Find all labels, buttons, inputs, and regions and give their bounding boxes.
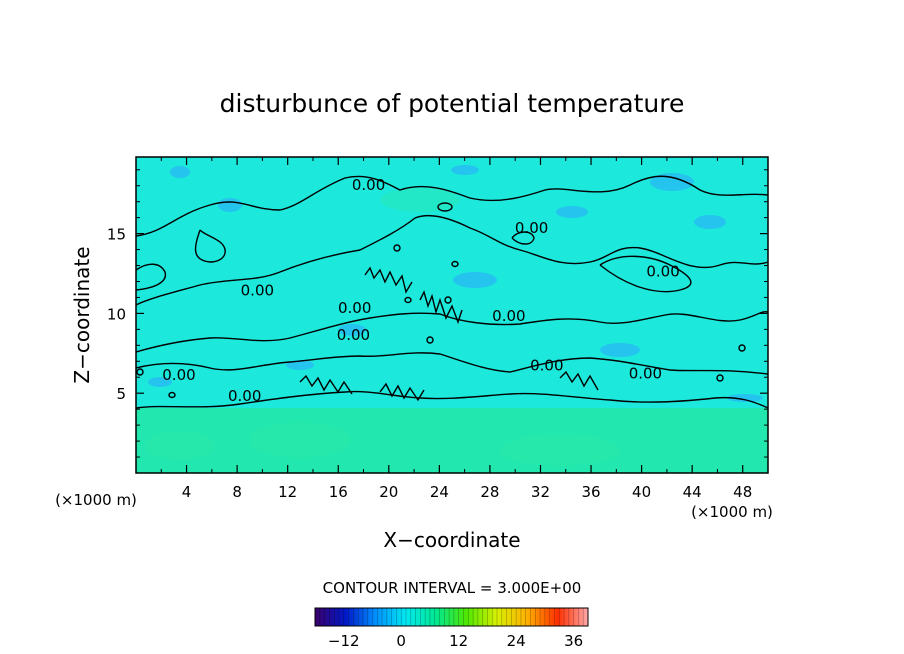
x-tick-label: 16 — [329, 483, 348, 501]
x-tick-label: 12 — [278, 483, 297, 501]
field-lower — [136, 408, 768, 473]
x-tick-label: 24 — [430, 483, 449, 501]
contour-label: 0.00 — [228, 387, 261, 405]
contour-lines — [136, 175, 768, 409]
colorbar-gradient — [315, 608, 588, 626]
patch — [148, 377, 172, 387]
patch — [727, 394, 763, 402]
contour-line — [136, 214, 768, 306]
contour-label: 0.00 — [530, 356, 563, 374]
contour-line — [136, 352, 768, 375]
contour-line — [379, 382, 425, 402]
x-tick-label: 28 — [480, 483, 499, 501]
x-tick-label: 8 — [232, 483, 242, 501]
tint — [145, 431, 215, 459]
tint — [380, 188, 460, 212]
y-axis: 5 10 15 — [107, 169, 768, 458]
contour-line — [136, 390, 768, 409]
colorbar-stripes — [319, 608, 584, 626]
contour-label: 0.00 — [515, 219, 548, 237]
x-axis-label: X−coordinate — [383, 528, 520, 552]
plot-frame — [135, 156, 769, 474]
colorbar-tick-label: 0 — [396, 632, 406, 650]
colorbar-tick-label: −12 — [328, 632, 360, 650]
field-upper — [136, 157, 768, 409]
x-axis: 4 8 12 16 20 24 28 32 36 40 44 48 — [160, 157, 752, 501]
y-tick-label: 10 — [107, 305, 126, 323]
contour-blob — [404, 296, 412, 304]
patch — [286, 360, 314, 370]
x-tick-label: 32 — [531, 483, 550, 501]
y-tick-label: 5 — [116, 385, 126, 403]
x-tick-label: 44 — [683, 483, 702, 501]
colorbar-tick-label: 12 — [449, 632, 468, 650]
colorbar-tick-label: 24 — [507, 632, 526, 650]
colorbar-tick-label: 36 — [564, 632, 583, 650]
chart-title: disturbunce of potential temperature — [220, 89, 685, 118]
colorbar-frame — [314, 607, 589, 627]
x-tick-label: 40 — [632, 483, 651, 501]
y-unit-label: (×1000 m) — [55, 491, 137, 509]
tint — [500, 434, 620, 466]
x-tick-label: 4 — [182, 483, 192, 501]
contour-blob — [444, 296, 452, 304]
patch — [170, 166, 190, 178]
contour-blob — [393, 244, 401, 252]
x-tick-label: 48 — [733, 483, 752, 501]
patch — [556, 206, 588, 218]
colorbar-ticks: −12 0 12 24 36 — [328, 632, 583, 650]
contour-label: 0.00 — [352, 176, 385, 194]
patch — [338, 324, 366, 336]
patch — [600, 343, 640, 357]
tint — [250, 422, 350, 458]
contour-label: 0.00 — [337, 326, 370, 344]
contour-labels: 0.00 0.00 0.00 0.00 0.00 0.00 0.00 0.00 0.00 0.00… — [162, 176, 680, 405]
contour-line — [511, 231, 535, 245]
patch — [650, 173, 694, 191]
contour-blob — [451, 260, 459, 268]
contour-line — [419, 290, 463, 325]
patch — [218, 198, 242, 212]
patch — [451, 165, 479, 175]
patch — [453, 272, 497, 288]
contour-blob — [716, 374, 724, 382]
contour-blob — [168, 391, 176, 399]
contour-label: 0.00 — [241, 281, 274, 299]
contour-label: 0.00 — [162, 366, 195, 384]
x-tick-label: 36 — [581, 483, 600, 501]
contour-blob — [426, 336, 434, 344]
contour-label: 0.00 — [629, 364, 662, 382]
contour-line — [599, 255, 692, 293]
contour-interval-label: CONTOUR INTERVAL = 3.000E+00 — [323, 579, 582, 597]
contour-line — [299, 374, 353, 395]
contour-label: 0.00 — [646, 262, 679, 280]
contour-label: 0.00 — [338, 299, 371, 317]
contour-line — [136, 175, 768, 237]
plot-area: 0.00 0.00 0.00 0.00 0.00 0.00 0.00 0.00 0.00 0.00… — [136, 157, 768, 473]
x-unit-label: (×1000 m) — [691, 503, 773, 521]
y-axis-label: Z−coordinate — [70, 246, 94, 383]
contour-line — [364, 266, 413, 294]
contour-blob — [136, 368, 144, 376]
contour-line — [136, 310, 768, 353]
contour-label: 0.00 — [492, 307, 525, 325]
x-tick-label: 20 — [379, 483, 398, 501]
contour-blob — [437, 202, 453, 212]
field-patches — [148, 165, 763, 402]
patch — [694, 215, 726, 229]
contour-line — [136, 263, 167, 291]
colorbar: −12 0 12 24 36 — [314, 607, 589, 650]
contour-blob — [738, 344, 746, 352]
contour-line — [194, 229, 226, 263]
contour-line — [559, 370, 599, 391]
y-tick-label: 15 — [107, 226, 126, 244]
field-green-tints — [145, 188, 620, 466]
